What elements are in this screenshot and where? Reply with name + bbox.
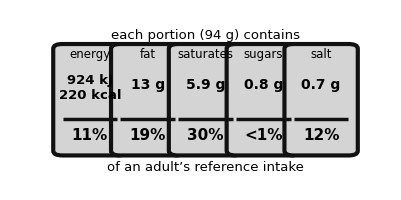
Text: 5.9 g: 5.9 g [186, 77, 225, 91]
Text: 924 kJ
220 kcal: 924 kJ 220 kcal [59, 73, 121, 102]
Text: 30%: 30% [187, 128, 224, 143]
FancyBboxPatch shape [284, 45, 358, 156]
Text: 0.8 g: 0.8 g [244, 77, 283, 91]
Text: <1%: <1% [244, 128, 283, 143]
Text: energy: energy [69, 48, 111, 61]
FancyBboxPatch shape [53, 45, 127, 156]
Text: salt: salt [310, 48, 332, 61]
Text: sugars: sugars [243, 48, 283, 61]
Text: fat: fat [140, 48, 156, 61]
Text: 19%: 19% [130, 128, 166, 143]
FancyBboxPatch shape [169, 45, 242, 156]
Text: saturates: saturates [178, 48, 233, 61]
Text: 0.7 g: 0.7 g [302, 77, 341, 91]
FancyBboxPatch shape [227, 45, 300, 156]
Text: 11%: 11% [72, 128, 108, 143]
Text: 13 g: 13 g [131, 77, 165, 91]
Text: of an adult’s reference intake: of an adult’s reference intake [107, 160, 304, 173]
Text: each portion (94 g) contains: each portion (94 g) contains [111, 29, 300, 42]
FancyBboxPatch shape [111, 45, 184, 156]
Text: 12%: 12% [303, 128, 339, 143]
